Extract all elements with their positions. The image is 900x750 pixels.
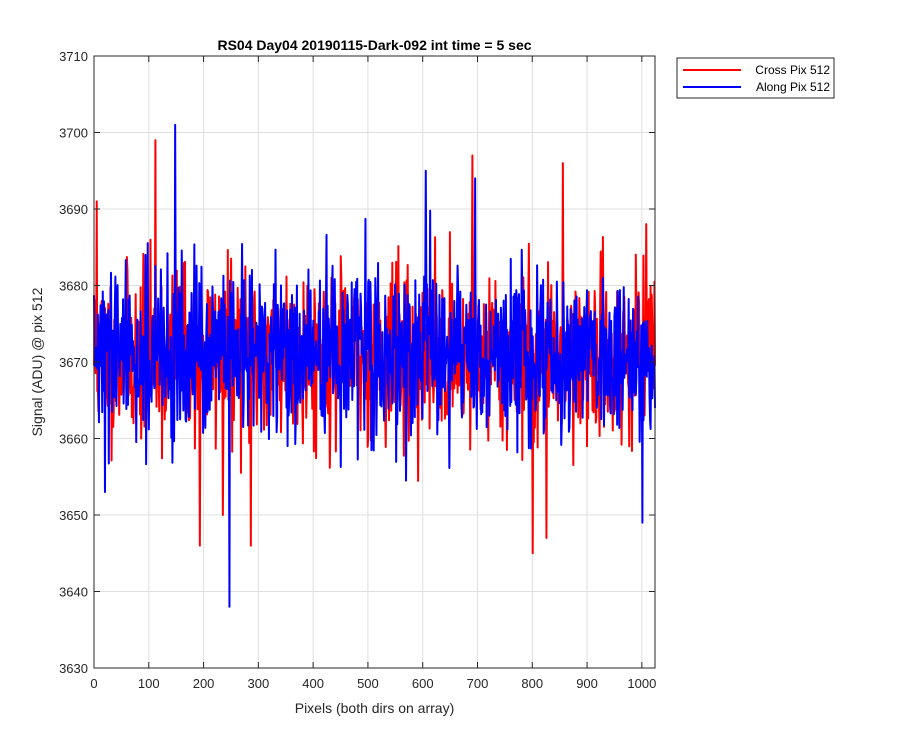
x-tick-label: 900: [576, 676, 598, 691]
y-tick-label: 3630: [59, 661, 88, 676]
x-tick-label: 400: [302, 676, 324, 691]
x-tick-label: 0: [90, 676, 97, 691]
legend-label: Cross Pix 512: [755, 63, 830, 77]
series-line-2: [93, 123, 656, 608]
y-tick-label: 3650: [59, 508, 88, 523]
x-tick-label: 200: [193, 676, 215, 691]
y-tick-label: 3670: [59, 355, 88, 370]
legend: Cross Pix 512 Along Pix 512: [676, 57, 835, 99]
axis-ticks: 0 100 200 300 400 500 600 700 800 900 1000 3630 3640…: [59, 49, 656, 691]
y-axis-label: Signal (ADU) @ pix 512: [29, 287, 45, 436]
y-tick-label: 3640: [59, 585, 88, 600]
x-tick-label: 1000: [627, 676, 656, 691]
x-tick-label: 700: [467, 676, 489, 691]
y-tick-label: 3680: [59, 279, 88, 294]
legend-label: Along Pix 512: [756, 80, 830, 94]
chart-title: RS04 Day04 20190115-Dark-092 int time = …: [217, 37, 531, 53]
y-tick-label: 3660: [59, 432, 88, 447]
y-tick-label: 3690: [59, 202, 88, 217]
legend-box: [676, 57, 835, 99]
x-axis-label: Pixels (both dirs on array): [295, 700, 455, 716]
x-tick-label: 300: [248, 676, 270, 691]
y-tick-label: 3700: [59, 126, 88, 141]
series-layer: [93, 123, 656, 608]
x-tick-label: 500: [357, 676, 379, 691]
x-tick-label: 600: [412, 676, 434, 691]
y-tick-label: 3710: [59, 49, 88, 64]
x-tick-label: 100: [138, 676, 160, 691]
x-tick-label: 800: [521, 676, 543, 691]
